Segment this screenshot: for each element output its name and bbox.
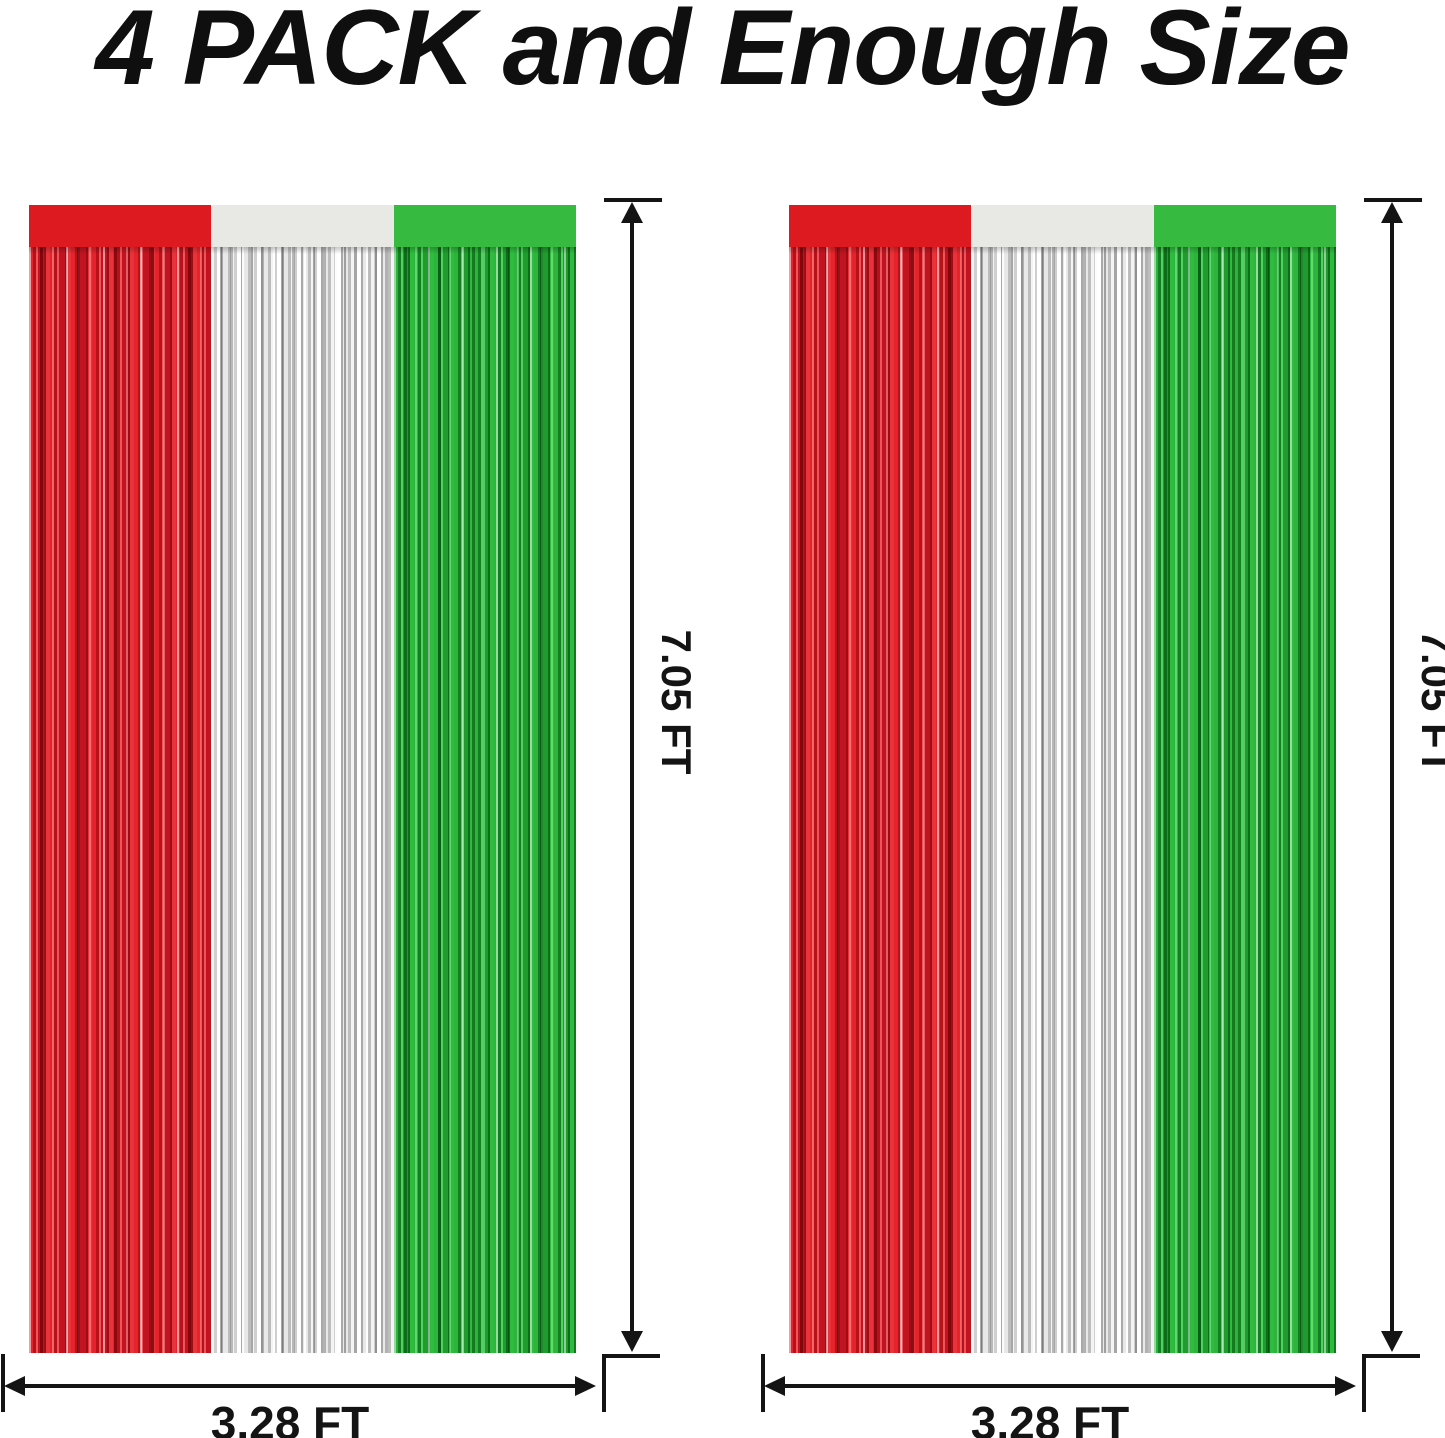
header-band-green [393, 205, 576, 247]
width-extension-line [1, 1354, 5, 1412]
width-extension-line [761, 1354, 765, 1412]
curtain-header-band [29, 205, 576, 247]
arrow-right-icon [1335, 1376, 1356, 1396]
header-band-green [1153, 205, 1336, 247]
fringe-stripe-green [1153, 247, 1337, 1353]
height-dimension-line [1390, 219, 1394, 1334]
foil-curtain-panel [789, 205, 1337, 1353]
header-band-white [211, 205, 394, 247]
curtain-fringe [29, 247, 577, 1353]
header-band-red [789, 205, 972, 247]
fringe-stripe-red [29, 247, 212, 1353]
height-label: 7.05 FT [653, 629, 700, 775]
arrow-down-icon [1381, 1331, 1403, 1352]
curtain-header-band [789, 205, 1336, 247]
width-label: 3.28 FT [210, 1397, 370, 1438]
header-band-white [971, 205, 1154, 247]
fringe-stripe-silver [971, 247, 1154, 1353]
arrow-left-icon [764, 1376, 785, 1396]
width-label: 3.28 FT [970, 1397, 1130, 1438]
height-label: 7.05 FT [1413, 629, 1445, 775]
height-dimension-top-cap [1364, 198, 1422, 202]
arrow-left-icon [4, 1376, 25, 1396]
fringe-stripe-silver [211, 247, 394, 1353]
height-dimension-line [630, 219, 634, 1334]
page-title: 4 PACK and Enough Size [95, 0, 1350, 107]
corner-bracket-vertical [1362, 1354, 1366, 1412]
height-dimension-top-cap [604, 198, 662, 202]
corner-bracket-horizontal [602, 1354, 660, 1358]
corner-bracket-vertical [602, 1354, 606, 1412]
arrow-right-icon [575, 1376, 596, 1396]
arrow-down-icon [621, 1331, 643, 1352]
curtain-fringe [789, 247, 1337, 1353]
arrow-up-icon [1381, 202, 1403, 223]
fringe-stripe-red [789, 247, 972, 1353]
arrow-up-icon [621, 202, 643, 223]
header-band-red [29, 205, 212, 247]
width-dimension-line [22, 1384, 578, 1388]
foil-curtain-panel [29, 205, 577, 1353]
fringe-stripe-green [393, 247, 577, 1353]
width-dimension-line [782, 1384, 1338, 1388]
corner-bracket-horizontal [1362, 1354, 1420, 1358]
curtain-figure-1: 7.05 FT 3.28 FT [1, 198, 700, 1438]
curtain-figure-2: 7.05 FT 3.28 FT [760, 0, 1445, 1438]
